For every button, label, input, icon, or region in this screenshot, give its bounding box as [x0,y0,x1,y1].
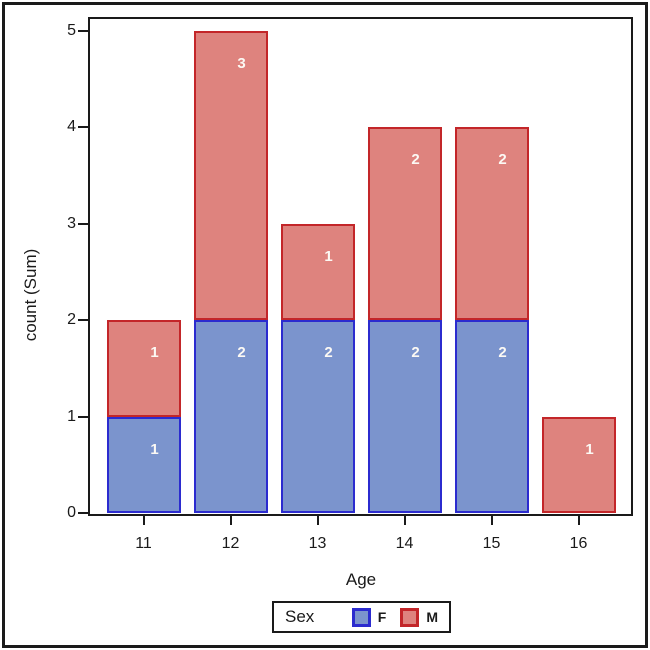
x-tick-label: 16 [569,535,588,552]
y-tick-mark [78,415,88,418]
x-tick-label: 14 [395,535,414,552]
bar-value-label-M-14: 2 [411,151,420,169]
x-tick-mark [142,516,145,525]
bar-segment-F-13 [280,320,355,513]
bar-value-label-M-12: 3 [237,55,246,72]
y-tick-label: 2 [67,311,76,329]
bar-value-label-F-11: 1 [150,440,159,458]
x-tick-mark [490,516,493,525]
bar-segment-M-13 [280,223,355,321]
bar-value-label-F-15: 2 [498,344,507,362]
x-tick-label: 15 [482,535,501,552]
legend-swatch-M [400,607,420,627]
legend-swatch-F [351,607,371,627]
bar-value-label-F-14: 2 [411,344,420,362]
x-tick-mark [577,516,580,525]
x-axis-title: Age [345,570,377,589]
bar-segment-M-16 [541,416,616,513]
bar-segment-M-11 [106,320,181,417]
bar-segment-F-11 [106,416,181,513]
y-axis-title: count (Sum) [21,248,40,342]
bar-value-label-M-11: 1 [150,344,159,362]
x-tick-label: 12 [221,535,240,552]
y-tick-mark [78,512,88,514]
x-tick-mark [403,516,406,525]
y-tick-mark [78,126,88,129]
y-tick-label: 0 [67,504,76,521]
bar-segment-M-14 [367,127,442,321]
y-tick-label: 4 [67,118,76,136]
bar-value-label-M-13: 1 [324,247,333,265]
legend-entry-label: F [377,609,387,625]
bar-segment-F-14 [367,320,442,513]
bar-segment-M-15 [454,127,529,321]
legend-entry-F: F [351,607,387,627]
legend-title: Sex [285,607,315,626]
bar-value-label-M-16: 1 [585,440,594,458]
bar-segment-F-15 [454,320,529,513]
bar-value-label-F-12: 2 [237,344,246,362]
y-tick-label: 3 [67,214,76,232]
bar-value-label-M-15: 2 [498,151,507,169]
bar-segment-F-12 [193,320,268,513]
x-tick-mark [229,516,232,525]
y-tick-mark [78,222,88,225]
legend-entry-label: M [426,609,438,625]
bar-segment-M-12 [193,31,268,321]
y-tick-mark [78,30,88,32]
x-tick-label: 13 [308,535,327,552]
y-tick-label: 1 [67,407,76,425]
y-tick-label: 5 [67,22,76,39]
y-tick-mark [78,319,88,322]
bar-value-label-F-13: 2 [324,344,333,362]
x-tick-mark [316,516,319,525]
legend-entry-M: M [400,607,438,627]
x-tick-label: 11 [135,535,152,552]
